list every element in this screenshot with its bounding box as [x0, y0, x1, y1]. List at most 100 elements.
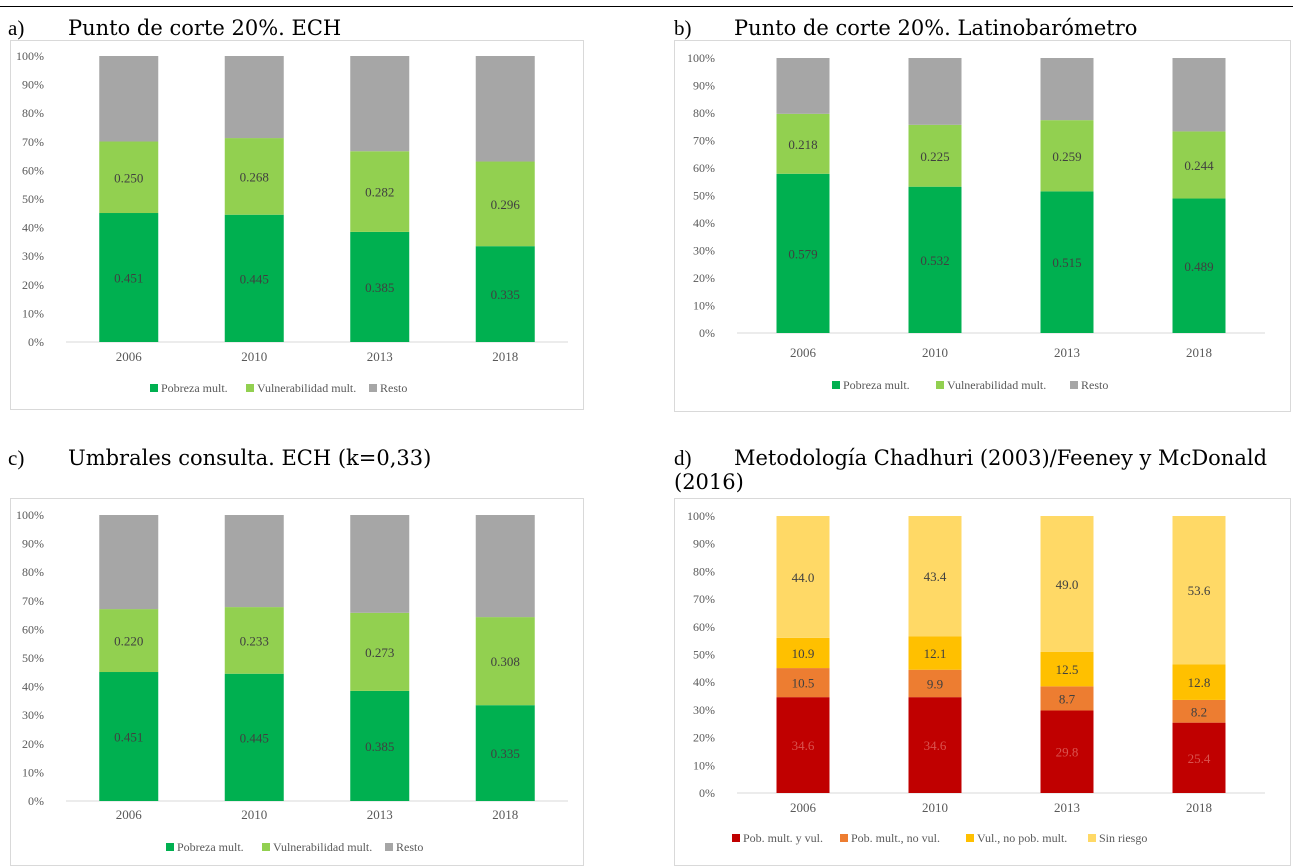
- y-tick-label: 40%: [693, 675, 715, 689]
- data-label: 12.8: [1188, 675, 1211, 690]
- data-label: 29.8: [1056, 745, 1079, 760]
- legend-swatch: [1070, 381, 1078, 389]
- bar-segment: [1040, 686, 1094, 711]
- y-tick-label: 0%: [699, 326, 715, 340]
- data-label: 0.335: [491, 746, 520, 761]
- legend-label: Vulnerabilidad mult.: [273, 840, 372, 854]
- bar-segment: [224, 607, 284, 674]
- x-category-label: 2006: [790, 345, 817, 360]
- data-label: 0.259: [1052, 149, 1081, 164]
- legend-swatch: [246, 384, 254, 392]
- legend-label: Pob. mult., no vul.: [851, 831, 940, 845]
- y-tick-label: 10%: [22, 306, 44, 320]
- legend-label: Resto: [396, 840, 423, 854]
- bar-segment: [350, 151, 410, 232]
- panel-d-letter: d): [674, 446, 692, 470]
- y-tick-label: 10%: [22, 765, 44, 779]
- chart-svg: 0% 10% 20% 30% 40% 50% 60% 70% 80% 90% 100% 0.451 0.…: [16, 49, 568, 395]
- bar-segment: [475, 161, 535, 247]
- y-tick-label: 100%: [16, 508, 44, 522]
- panel-b-title: Punto de corte 20%. Latinobarómetro: [734, 16, 1138, 40]
- data-label: 0.445: [240, 271, 269, 286]
- bar-segment: [1172, 198, 1226, 333]
- data-label: 8.2: [1191, 704, 1207, 719]
- y-tick-label: 40%: [22, 221, 44, 235]
- panel-b-letter: b): [674, 16, 692, 40]
- legend-swatch: [966, 834, 974, 842]
- y-tick-label: 50%: [22, 651, 44, 665]
- data-label: 0.268: [240, 169, 269, 184]
- panel-d-header: d) Metodología Chadhuri (2003)/Feeney y M…: [674, 446, 1289, 494]
- bar-segment: [350, 612, 410, 691]
- data-label: 10.5: [792, 676, 815, 691]
- x-category-label: 2010: [922, 345, 948, 360]
- bar-segment: [776, 58, 830, 114]
- y-tick-label: 30%: [22, 249, 44, 263]
- bar-segment: [908, 697, 962, 793]
- legend-label: Pobreza mult.: [161, 381, 228, 395]
- x-category-label: 2018: [492, 349, 518, 364]
- x-category-label: 2013: [1054, 800, 1080, 815]
- chart-svg: 0% 10% 20% 30% 40% 50% 60% 70% 80% 90% 100% 34.6 10.…: [687, 509, 1265, 845]
- bar-segment: [1040, 191, 1094, 333]
- bar-segment: [350, 690, 410, 801]
- data-label: 8.7: [1059, 691, 1076, 706]
- y-tick-label: 100%: [687, 509, 715, 523]
- y-tick-label: 80%: [693, 564, 715, 578]
- y-tick-label: 40%: [22, 680, 44, 694]
- chart-a: 0% 10% 20% 30% 40% 50% 60% 70% 80% 90% 100% 0.451 0.…: [10, 40, 584, 410]
- bar-segment: [99, 609, 159, 673]
- y-tick-label: 70%: [22, 594, 44, 608]
- bar-segment: [224, 56, 284, 139]
- top-rule: [0, 6, 1293, 7]
- panel-a-letter: a): [8, 16, 25, 40]
- bar-segment: [475, 705, 535, 801]
- data-label: 44.0: [792, 570, 815, 585]
- x-category-label: 2013: [367, 349, 393, 364]
- bar-segment: [99, 515, 159, 610]
- data-label: 0.451: [114, 271, 143, 286]
- bar-segment: [224, 214, 284, 342]
- legend-label: Resto: [380, 381, 407, 395]
- bar-segment: [224, 673, 284, 801]
- bar-segment: [776, 516, 830, 638]
- y-tick-label: 100%: [16, 49, 44, 63]
- data-label: 34.6: [924, 738, 947, 753]
- x-category-label: 2018: [492, 807, 518, 822]
- chart-svg: 0% 10% 20% 30% 40% 50% 60% 70% 80% 90% 100% 0.579 0.…: [687, 51, 1265, 392]
- bar-segment: [350, 56, 410, 152]
- data-label: 10.9: [792, 646, 815, 661]
- data-label: 0.250: [114, 170, 143, 185]
- legend-swatch: [832, 381, 840, 389]
- y-tick-label: 90%: [693, 79, 715, 93]
- data-label: 25.4: [1188, 751, 1211, 766]
- bar-segment: [1172, 722, 1226, 793]
- y-tick-label: 90%: [22, 78, 44, 92]
- data-label: 0.233: [240, 633, 269, 648]
- y-tick-label: 30%: [693, 703, 715, 717]
- data-label: 0.385: [365, 280, 394, 295]
- bar-segment: [1172, 664, 1226, 700]
- bar-segment: [908, 186, 962, 333]
- y-tick-label: 50%: [693, 189, 715, 203]
- legend-swatch: [1088, 834, 1096, 842]
- data-label: 0.515: [1052, 255, 1081, 270]
- legend-swatch: [166, 843, 174, 851]
- data-label: 53.6: [1188, 583, 1211, 598]
- bar-segment: [908, 636, 962, 670]
- bar-segment: [475, 617, 535, 706]
- legend-label: Vul., no pob. mult.: [977, 831, 1067, 845]
- bar-segment: [1172, 58, 1226, 132]
- x-category-label: 2010: [241, 349, 267, 364]
- y-tick-label: 80%: [22, 565, 44, 579]
- data-label: 0.335: [491, 287, 520, 302]
- bar-segment: [1040, 710, 1094, 793]
- bar-segment: [224, 515, 284, 608]
- bar-segment: [1040, 120, 1094, 192]
- bar-segment: [350, 515, 410, 613]
- x-category-label: 2010: [922, 800, 948, 815]
- bar-segment: [776, 173, 830, 333]
- data-label: 0.220: [114, 634, 143, 649]
- bar-segment: [1172, 699, 1226, 723]
- y-tick-label: 80%: [693, 106, 715, 120]
